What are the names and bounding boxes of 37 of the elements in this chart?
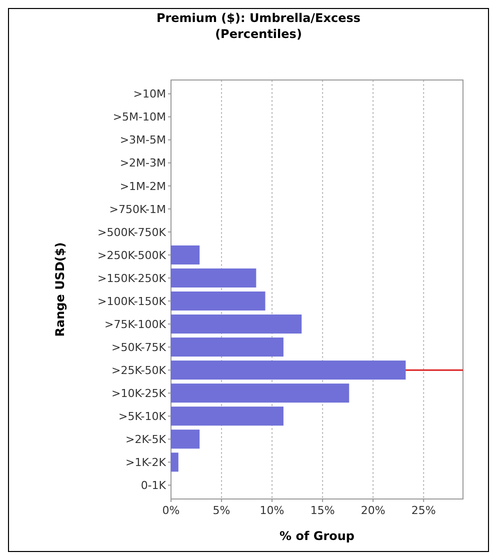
chart-title: Premium ($): Umbrella/Excess (Percentiles) [156, 11, 361, 41]
bar [170, 452, 178, 472]
y-tick-label: >1M-2M [120, 180, 166, 193]
y-tick-label: >75K-100K [104, 318, 167, 331]
bar [170, 430, 200, 449]
bar [170, 384, 350, 403]
x-tick-label: 25% [411, 504, 436, 517]
y-tick-label: >2K-5K [126, 432, 167, 446]
y-tick-label: >1K-2K [126, 456, 167, 470]
bar [170, 360, 406, 380]
y-axis-title: Range USD($) [53, 242, 67, 337]
y-tick-label: >5M-10M [112, 110, 166, 124]
y-tick-label: >150K-250K [98, 272, 167, 285]
bar [170, 314, 302, 334]
x-tick-label: 15% [310, 504, 335, 517]
x-tick-label: 5% [212, 504, 230, 517]
y-tick-label: >5K-10K [118, 410, 167, 423]
x-tick-label: 0% [162, 504, 180, 517]
y-tick-label: >10M [133, 88, 166, 101]
bar [170, 268, 256, 288]
bar [170, 292, 266, 311]
bar [170, 245, 200, 264]
bar [170, 338, 284, 357]
y-tick-label: >3M-5M [120, 134, 166, 147]
y-tick-label: >50K-75K [112, 340, 167, 354]
x-tick-label: 10% [260, 504, 284, 517]
x-axis-title: % of Group [280, 529, 355, 543]
y-tick-label: >10K-25K [112, 386, 167, 400]
y-tick-label: >100K-150K [98, 294, 167, 308]
y-tick-label: >2M-3M [120, 156, 166, 170]
y-tick-label: 0-1K [140, 479, 167, 492]
y-tick-label: >25K-50K [112, 364, 167, 377]
x-tick-label: 20% [360, 504, 386, 517]
y-tick-label: >500K-750K [98, 226, 167, 239]
y-tick-label: >750K-1M [109, 202, 166, 216]
bar [170, 406, 284, 426]
y-tick-label: >250K-500K [98, 248, 167, 262]
